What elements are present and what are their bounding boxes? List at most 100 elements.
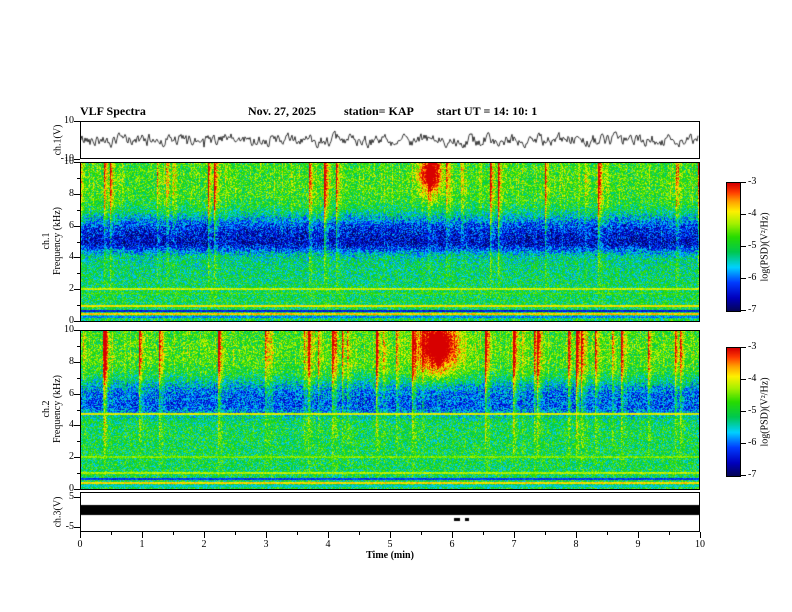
- ch1-spectrogram-panel: [80, 162, 700, 322]
- cbar-tick: [741, 278, 746, 279]
- cbar-tick-label: -6: [748, 272, 757, 283]
- cbar-tick: [741, 443, 746, 444]
- x-tick-label: 2: [201, 539, 207, 550]
- cbar-tick-label: -4: [748, 373, 757, 384]
- freq-tick-ch1: [74, 257, 80, 258]
- ch3-ymax-label: 5: [69, 491, 74, 502]
- ch2-axis-channel-line: ch.2: [41, 400, 52, 418]
- x-tick-label: 9: [635, 539, 641, 550]
- freq-tick-ch2: [74, 457, 80, 458]
- freq-tick-label-ch1: 6: [69, 220, 74, 231]
- x-tick-label: 1: [139, 539, 145, 550]
- ch3-waveform-panel: [80, 492, 700, 532]
- x-tick: [80, 532, 81, 538]
- x-tick-label: 7: [511, 539, 517, 550]
- freq-minor-tick-ch1: [77, 305, 80, 306]
- cbar-tick: [741, 214, 746, 215]
- colorbar-ch2-label: log(PSD)(V²/Hz): [759, 377, 771, 447]
- x-tick-label: 5: [387, 539, 393, 550]
- cbar-tick: [741, 246, 746, 247]
- ch2-spectrogram-canvas: [81, 331, 699, 489]
- ch1-waveform-canvas: [81, 122, 699, 158]
- cbar-tick-label: -7: [748, 304, 757, 315]
- freq-tick-ch1: [74, 162, 80, 163]
- freq-tick-label-ch1: 4: [69, 251, 74, 262]
- x-tick-label: 10: [695, 539, 705, 550]
- freq-minor-tick-ch2: [77, 410, 80, 411]
- figure-title: VLF Spectra: [80, 104, 146, 118]
- x-tick: [266, 532, 267, 538]
- freq-tick-ch2: [74, 330, 80, 331]
- x-tick-label: 4: [325, 539, 331, 550]
- ch3-voltage-axis-label: ch.3(V): [52, 496, 64, 528]
- ch1-axis-channel-line: ch.1: [41, 232, 52, 250]
- cbar-tick-label: -5: [748, 240, 757, 251]
- voltage-tick: [74, 121, 80, 122]
- ch1-voltage-axis-label: ch.1(V): [52, 124, 64, 156]
- cbar-tick-label: -5: [748, 405, 757, 416]
- freq-minor-tick-ch1: [77, 210, 80, 211]
- freq-minor-tick-ch2: [77, 441, 80, 442]
- x-tick: [142, 532, 143, 538]
- ch3-waveform-canvas: [81, 493, 699, 531]
- x-tick: [514, 532, 515, 538]
- x-tick-label: 8: [573, 539, 579, 550]
- ch2-frequency-axis-label: ch.2 Frequency (kHz): [41, 375, 63, 443]
- x-tick: [576, 532, 577, 538]
- freq-tick-ch2: [74, 425, 80, 426]
- freq-tick-label-ch2: 10: [64, 324, 74, 335]
- cbar-tick-label: -7: [748, 469, 757, 480]
- ch2-spectrogram-panel: [80, 330, 700, 490]
- freq-minor-tick-ch2: [77, 346, 80, 347]
- station-label: station= KAP: [344, 104, 414, 118]
- freq-minor-tick-ch2: [77, 473, 80, 474]
- ch1-waveform-panel: [80, 121, 700, 159]
- cbar-tick-label: -3: [748, 176, 757, 187]
- cbar-tick: [741, 347, 746, 348]
- cbar-tick: [741, 379, 746, 380]
- voltage-tick: [74, 527, 80, 528]
- freq-tick-label-ch2: 6: [69, 388, 74, 399]
- cbar-tick-label: -3: [748, 341, 757, 352]
- cbar-tick-label: -6: [748, 437, 757, 448]
- x-minor-tick: [235, 532, 236, 535]
- ch1-axis-frequency-line: Frequency (kHz): [52, 206, 63, 276]
- freq-minor-tick-ch1: [77, 178, 80, 179]
- ch1-frequency-axis-label: ch.1 Frequency (kHz): [41, 207, 63, 275]
- voltage-tick: [74, 159, 80, 160]
- cbar-tick: [741, 475, 746, 476]
- x-minor-tick: [421, 532, 422, 535]
- x-tick: [452, 532, 453, 538]
- date-label: Nov. 27, 2025: [248, 104, 317, 118]
- x-minor-tick: [607, 532, 608, 535]
- x-minor-tick: [359, 532, 360, 535]
- x-minor-tick: [669, 532, 670, 535]
- freq-tick-ch2: [74, 394, 80, 395]
- cbar-tick: [741, 182, 746, 183]
- x-tick-label: 6: [449, 539, 455, 550]
- colorbar-ch2-canvas: [727, 348, 740, 476]
- freq-minor-tick-ch1: [77, 242, 80, 243]
- start-ut-label: start UT = 14: 10: 1: [437, 104, 538, 118]
- x-minor-tick: [173, 532, 174, 535]
- ch1-wave-ymax-label: 10: [64, 115, 74, 126]
- x-tick: [328, 532, 329, 538]
- x-minor-tick: [483, 532, 484, 535]
- voltage-tick: [74, 497, 80, 498]
- x-tick: [204, 532, 205, 538]
- ch2-axis-frequency-line: Frequency (kHz): [52, 374, 63, 444]
- freq-minor-tick-ch2: [77, 378, 80, 379]
- ch1-wave-ymin-label: -10: [60, 153, 74, 164]
- freq-tick-label-ch2: 4: [69, 419, 74, 430]
- x-tick: [700, 532, 701, 538]
- freq-tick-label-ch2: 2: [69, 451, 74, 462]
- freq-tick-ch2: [74, 489, 80, 490]
- x-minor-tick: [297, 532, 298, 535]
- x-minor-tick: [545, 532, 546, 535]
- freq-tick-label-ch1: 2: [69, 283, 74, 294]
- colorbar-ch1-canvas: [727, 183, 740, 311]
- freq-tick-ch1: [74, 321, 80, 322]
- freq-tick-label-ch1: 0: [69, 315, 74, 326]
- x-minor-tick: [111, 532, 112, 535]
